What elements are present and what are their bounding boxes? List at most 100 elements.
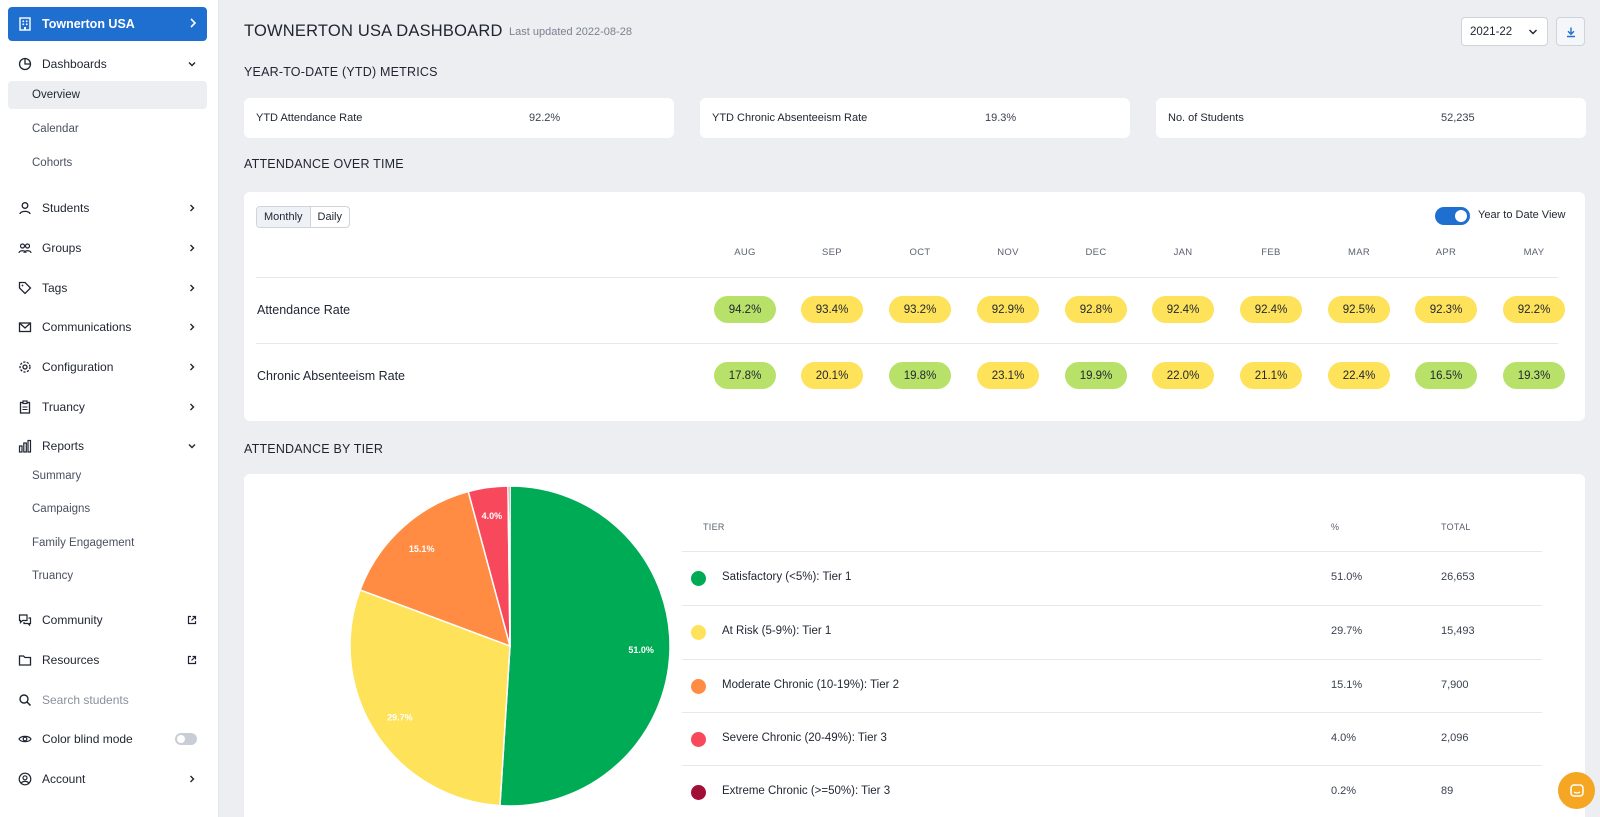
tier-section-title: ATTENDANCE BY TIER: [244, 442, 384, 456]
org-switcher-button[interactable]: Townerton USA: [8, 7, 207, 41]
school-year-value: 2021-22: [1470, 25, 1513, 38]
row-label-attendance-rate: Attendance Rate: [257, 303, 351, 317]
chevron-down-icon: [187, 441, 197, 451]
year-to-date-toggle[interactable]: [1435, 207, 1470, 225]
nav-communications-label: Communications: [42, 320, 132, 334]
tier-row: Severe Chronic (20-49%): Tier 3 4.0% 2,0…: [682, 712, 1542, 765]
eye-icon: [18, 732, 32, 746]
month-header: JAN: [1173, 247, 1193, 258]
nav-students[interactable]: Students: [8, 193, 207, 223]
external-link-icon: [187, 615, 197, 625]
tier-percent: 0.2%: [1331, 785, 1357, 797]
chronic-absenteeism-pill: 22.0%: [1152, 362, 1214, 389]
sub-item-overview[interactable]: Overview: [8, 81, 207, 109]
bar-chart-icon: [18, 439, 32, 453]
tier-total: 89: [1441, 785, 1454, 797]
folder-icon: [18, 653, 32, 667]
pie-slice[interactable]: [499, 485, 671, 807]
metric-value: 19.3%: [985, 112, 1017, 124]
tier-total: 2,096: [1441, 732, 1469, 744]
sub-item-campaigns[interactable]: Campaigns: [32, 503, 91, 515]
nav-community[interactable]: Community: [8, 605, 207, 635]
pie-slice[interactable]: [507, 485, 511, 647]
attendance-rate-pill: 92.8%: [1065, 296, 1127, 323]
chronic-absenteeism-pill: 23.1%: [977, 362, 1039, 389]
groups-icon: [18, 241, 32, 255]
metric-card-chronic-absenteeism: YTD Chronic Absenteeism Rate 19.3%: [700, 98, 1130, 138]
attendance-rate-pill: 92.5%: [1328, 296, 1390, 323]
tier-pie-chart: 51.0% 29.7% 15.1% 4.0%: [349, 485, 671, 807]
download-button[interactable]: [1556, 17, 1585, 46]
support-chat-button[interactable]: [1558, 772, 1595, 809]
color-blind-mode-row[interactable]: Color blind mode: [8, 724, 207, 754]
building-icon: [18, 17, 32, 31]
nav-dashboards[interactable]: Dashboards: [8, 49, 207, 79]
month-header: MAR: [1347, 247, 1370, 258]
sub-item-family-engagement[interactable]: Family Engagement: [32, 537, 135, 549]
month-header: OCT: [909, 247, 931, 258]
nav-tags[interactable]: Tags: [8, 273, 207, 303]
nav-groups[interactable]: Groups: [8, 233, 207, 263]
chevron-right-icon: [187, 203, 197, 213]
gear-icon: [18, 360, 32, 374]
tab-daily[interactable]: Daily: [317, 211, 342, 223]
chronic-absenteeism-pill: 17.8%: [714, 362, 776, 389]
metric-label: YTD Attendance Rate: [256, 112, 363, 124]
tier-name: Extreme Chronic (>=50%): Tier 3: [722, 785, 891, 797]
nav-reports[interactable]: Reports: [8, 431, 207, 461]
search-students-input[interactable]: Search students: [8, 685, 207, 715]
attendance-by-tier-card: 51.0% 29.7% 15.1% 4.0%: [244, 474, 1585, 817]
divider: [682, 605, 1542, 606]
tier-color-dot: [691, 732, 706, 747]
month-header: DEC: [1085, 247, 1107, 258]
month-header: AUG: [734, 247, 756, 258]
divider: [682, 765, 1542, 766]
pie-slice[interactable]: [359, 490, 512, 648]
sub-item-calendar[interactable]: Calendar: [32, 123, 79, 135]
tier-total: 15,493: [1441, 625, 1475, 637]
divider: [682, 551, 1542, 552]
user-circle-icon: [18, 772, 32, 786]
nav-configuration[interactable]: Configuration: [8, 352, 207, 382]
nav-communications[interactable]: Communications: [8, 312, 207, 342]
divider: [256, 343, 1558, 344]
tier-color-dot: [691, 679, 706, 694]
school-year-select[interactable]: 2021-22: [1461, 17, 1548, 46]
period-toggle: Monthly Daily: [256, 206, 350, 228]
nav-truancy[interactable]: Truancy: [8, 392, 207, 422]
clipboard-icon: [18, 400, 32, 414]
tier-percent: 51.0%: [1331, 571, 1363, 583]
attendance-rate-pill: 92.4%: [1152, 296, 1214, 323]
tier-column-header: TIER: [703, 522, 725, 532]
nav-community-label: Community: [42, 613, 103, 627]
sub-item-truancy[interactable]: Truancy: [32, 570, 74, 582]
nav-students-label: Students: [42, 201, 90, 215]
sub-item-cohorts[interactable]: Cohorts: [32, 157, 73, 169]
chevron-right-icon: [187, 283, 197, 293]
attendance-rate-pill: 92.2%: [1503, 296, 1565, 323]
chevron-right-icon: [189, 17, 197, 31]
attendance-rate-pill: 92.4%: [1240, 296, 1302, 323]
ytd-section-title: YEAR-TO-DATE (YTD) METRICS: [244, 65, 438, 79]
chronic-absenteeism-pill: 19.3%: [1503, 362, 1565, 389]
nav-resources[interactable]: Resources: [8, 645, 207, 675]
tier-name: Satisfactory (<5%): Tier 1: [722, 571, 852, 583]
year-to-date-label: Year to Date View: [1478, 209, 1566, 221]
attendance-rate-pill: 92.3%: [1415, 296, 1477, 323]
sub-item-summary[interactable]: Summary: [32, 470, 82, 482]
tier-color-dot: [691, 785, 706, 800]
month-header: NOV: [997, 247, 1019, 258]
pie-chart-icon: [18, 57, 32, 71]
tab-monthly[interactable]: Monthly: [257, 207, 311, 227]
color-blind-toggle[interactable]: [175, 733, 197, 745]
over-time-section-title: ATTENDANCE OVER TIME: [244, 157, 404, 171]
divider: [682, 659, 1542, 660]
mail-icon: [18, 320, 32, 334]
chronic-absenteeism-pill: 19.9%: [1065, 362, 1127, 389]
chevron-right-icon: [187, 243, 197, 253]
nav-tags-label: Tags: [42, 281, 68, 295]
attendance-over-time-card: Monthly Daily Year to Date View AUG SEP …: [244, 192, 1585, 421]
pie-slice[interactable]: [349, 588, 511, 807]
metric-value: 92.2%: [529, 112, 561, 124]
nav-account[interactable]: Account: [8, 764, 207, 794]
